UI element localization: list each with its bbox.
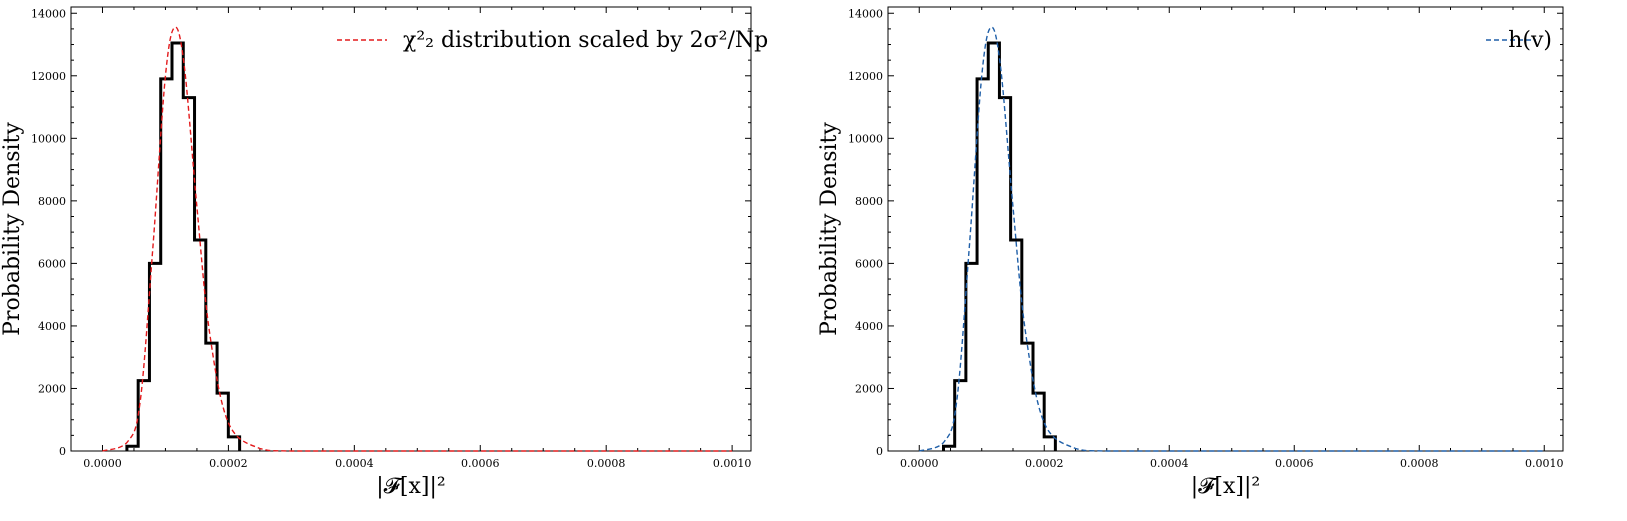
x-tick-label: 0.0000: [83, 457, 122, 470]
x-tick-label: 0.0002: [209, 457, 248, 470]
histogram-bin: [206, 343, 217, 451]
y-tick-label: 12000: [31, 70, 66, 83]
x-tick-label: 0.0002: [1025, 457, 1064, 470]
x-tick-label: 0.0010: [713, 457, 752, 470]
histogram-bin: [195, 240, 206, 451]
y-tick-label: 14000: [848, 7, 883, 20]
x-tick-label: 0.0004: [1150, 457, 1189, 470]
x-tick-label: 0.0006: [1275, 457, 1314, 470]
histogram-bin: [944, 446, 955, 451]
histogram-bin: [999, 98, 1010, 451]
y-tick-label: 4000: [855, 320, 883, 333]
histogram-bin: [138, 381, 149, 451]
x-tick-label: 0.0000: [900, 457, 939, 470]
x-tick-label: 0.0008: [1400, 457, 1439, 470]
right-chart-panel: 0 2000 4000 6000 8000 10000 12000 14000 0.0000 0.…: [817, 6, 1564, 499]
y-axis-label: Probability Density: [817, 122, 842, 336]
x-tick-label: 0.0006: [461, 457, 500, 470]
y-tick-label: 12000: [848, 70, 883, 83]
series-line: [919, 26, 1545, 452]
histogram-outline: [942, 41, 1057, 451]
legend-label: h(v): [1508, 28, 1552, 53]
y-tick-label: 0: [59, 445, 66, 458]
histogram-bin: [217, 393, 228, 451]
y-tick-label: 10000: [848, 132, 883, 145]
histogram-bin: [1022, 343, 1033, 451]
y-tick-label: 0: [876, 445, 883, 458]
series-line: [102, 26, 733, 452]
histogram-bin: [977, 79, 988, 451]
histogram-bin: [1033, 393, 1044, 451]
x-tick-label: 0.0004: [335, 457, 374, 470]
x-axis-label: |𝓕[x]|²: [376, 474, 445, 499]
histogram-bin: [228, 437, 239, 451]
legend-label: χ²₂ distribution scaled by 2σ²/Np: [403, 28, 768, 53]
y-tick-label: 8000: [38, 195, 66, 208]
histogram-bin: [183, 98, 194, 451]
x-tick-label: 0.0008: [587, 457, 626, 470]
histogram-bin: [1044, 437, 1055, 451]
y-tick-label: 8000: [855, 195, 883, 208]
histogram-bin: [172, 43, 183, 451]
y-axis-label: Probability Density: [0, 122, 25, 336]
histogram-bin: [955, 381, 966, 451]
histogram-outline: [125, 41, 242, 451]
x-axis-label: |𝓕[x]|²: [1191, 474, 1260, 499]
histogram-bin: [966, 263, 977, 451]
x-tick-label: 0.0010: [1525, 457, 1564, 470]
left-chart-panel: 0 2000 4000 6000 8000 10000 12000 14000 0.0000 0.…: [0, 6, 768, 499]
histogram-bin: [1011, 240, 1022, 451]
histogram-bin: [161, 79, 172, 451]
histogram-bin: [149, 263, 160, 451]
y-tick-label: 14000: [31, 7, 66, 20]
histogram-bin: [988, 43, 999, 451]
y-tick-label: 2000: [855, 382, 883, 395]
y-tick-label: 2000: [38, 382, 66, 395]
histogram-bin: [127, 446, 138, 451]
y-tick-label: 4000: [38, 320, 66, 333]
y-tick-label: 10000: [31, 132, 66, 145]
y-tick-label: 6000: [855, 257, 883, 270]
y-tick-label: 6000: [38, 257, 66, 270]
